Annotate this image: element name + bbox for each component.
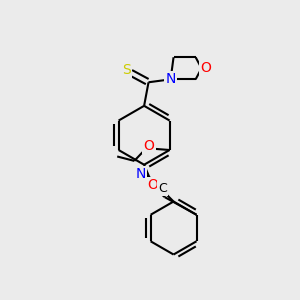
Text: O: O [200,61,211,75]
Text: C: C [158,182,167,195]
Text: N: N [135,167,146,181]
Text: S: S [122,64,131,77]
Text: O: O [144,139,154,153]
Text: N: N [165,72,176,86]
Text: O: O [148,178,158,192]
